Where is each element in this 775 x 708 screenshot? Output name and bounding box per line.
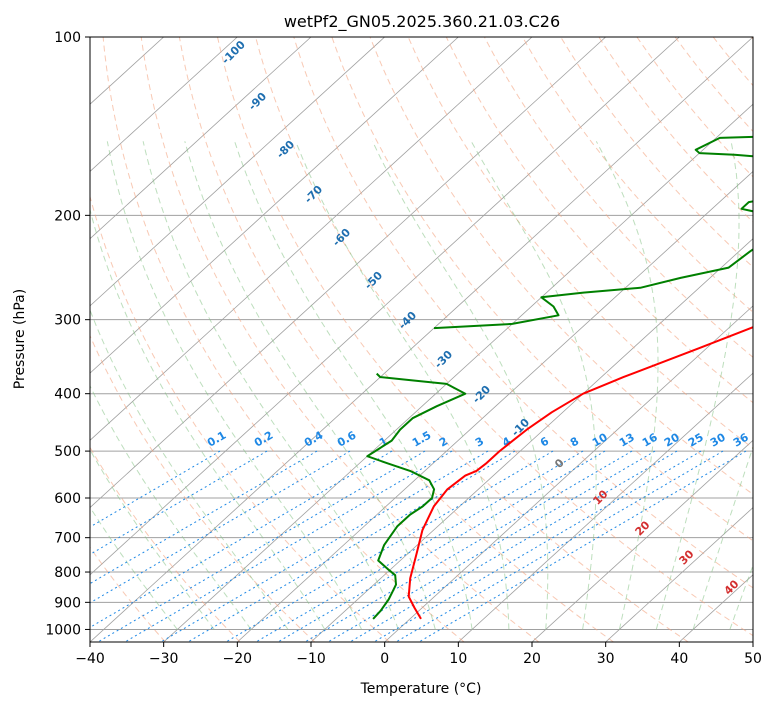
isotherm-line bbox=[90, 37, 385, 307]
temperature-profile-line bbox=[407, 326, 753, 620]
x-tick-label: 40 bbox=[670, 651, 688, 667]
plot-frame bbox=[89, 36, 754, 643]
y-tick-label: 300 bbox=[54, 313, 81, 329]
chart-title: wetPf2_GN05.2025.360.21.03.C26 bbox=[284, 12, 560, 32]
isotherm-line bbox=[90, 37, 312, 240]
mixing-ratio-line bbox=[418, 450, 747, 642]
dry-adiabat-line bbox=[483, 37, 753, 358]
y-axis-title: Pressure (hPa) bbox=[12, 289, 28, 389]
x-tick-label: 0 bbox=[380, 651, 389, 667]
mixing-ratio-line bbox=[395, 450, 724, 642]
x-tick-label: 50 bbox=[744, 651, 762, 667]
dry-adiabat-line bbox=[293, 37, 753, 589]
moist-adiabat-line bbox=[692, 445, 753, 630]
y-tick-label: 800 bbox=[54, 565, 81, 581]
dry-adiabat-line bbox=[90, 194, 390, 642]
y-tick-label: 500 bbox=[54, 444, 81, 460]
y-tick-label: 200 bbox=[54, 208, 81, 224]
isotherm-line bbox=[90, 37, 459, 374]
x-axis-title: Temperature (°C) bbox=[360, 681, 482, 697]
y-tick-label: 1000 bbox=[45, 622, 81, 638]
mixing-ratio-line bbox=[255, 450, 584, 642]
mixing-ratio-line bbox=[160, 450, 489, 642]
x-tick-label: 20 bbox=[523, 651, 541, 667]
isotherm-line bbox=[752, 641, 753, 642]
x-tick-label: −10 bbox=[296, 651, 326, 667]
y-axis: 1000 900 800 700 600 500 400 300 200 100 bbox=[45, 30, 90, 638]
isotherm-line bbox=[531, 439, 753, 642]
mixing-ratio-line bbox=[349, 450, 678, 642]
isotherm-line bbox=[458, 372, 753, 642]
isotherm-line bbox=[310, 238, 753, 642]
moist-adiabat-line bbox=[142, 141, 399, 630]
y-tick-label: 900 bbox=[54, 595, 81, 611]
dry-adiabat-line bbox=[90, 446, 241, 642]
x-axis: −40 −30 −20 −10 0 10 20 30 40 50 bbox=[75, 642, 762, 667]
moist-adiabat-line bbox=[106, 141, 363, 630]
mixing-ratio-line bbox=[187, 450, 516, 642]
dry-adiabat-line bbox=[140, 37, 540, 642]
y-tick-label: 600 bbox=[54, 491, 81, 507]
moist-adiabat-line bbox=[470, 141, 597, 630]
isotherm-line bbox=[90, 37, 753, 642]
mixing-ratio-line bbox=[124, 450, 453, 642]
moist-adiabat-line bbox=[595, 141, 659, 630]
mixing-ratio-line bbox=[327, 450, 656, 642]
dry-adiabat-line bbox=[560, 37, 753, 268]
mixing-ratio-line bbox=[97, 450, 426, 642]
y-tick-label: 100 bbox=[54, 30, 81, 46]
dry-adiabat-line bbox=[178, 37, 614, 642]
moist-adiabat-line bbox=[90, 384, 252, 630]
isotherm-line bbox=[90, 37, 680, 576]
isotherm-line bbox=[605, 507, 753, 642]
isotherm-line bbox=[90, 37, 238, 172]
y-tick-label: 400 bbox=[54, 387, 81, 403]
dewpoint-profile-line bbox=[366, 372, 467, 620]
dry-adiabat-line bbox=[598, 37, 753, 223]
dry-adiabat-line bbox=[217, 37, 689, 642]
isotherm-line bbox=[163, 103, 753, 642]
moist-adiabat-line bbox=[729, 564, 753, 630]
moist-adiabat-line bbox=[372, 141, 549, 630]
background-lines bbox=[90, 37, 753, 642]
mixing-ratio-line bbox=[225, 450, 554, 642]
dry-adiabat-line bbox=[102, 37, 465, 642]
isotherm-line bbox=[237, 170, 753, 642]
y-tick-label: 700 bbox=[54, 531, 81, 547]
x-tick-label: −20 bbox=[223, 651, 253, 667]
moist-adiabat-line bbox=[184, 141, 436, 630]
moist-adiabat-line bbox=[295, 141, 510, 630]
dry-adiabat-line bbox=[445, 37, 753, 404]
mixing-ratio-line bbox=[304, 450, 633, 642]
mixing-ratio-line bbox=[90, 450, 393, 628]
mixing-ratio-line bbox=[373, 450, 702, 642]
isotherm-line bbox=[384, 305, 753, 642]
x-tick-label: −40 bbox=[75, 651, 105, 667]
dewpoint-profile-line bbox=[433, 135, 753, 330]
x-tick-label: 10 bbox=[449, 651, 467, 667]
dry-adiabat-line bbox=[255, 37, 753, 637]
moist-adiabat-line bbox=[655, 141, 740, 630]
dry-adiabat-line bbox=[369, 37, 753, 495]
mixing-ratio-line bbox=[277, 450, 606, 642]
moist-adiabat-line bbox=[90, 207, 326, 630]
dry-adiabat-line bbox=[750, 37, 753, 40]
isotherm-line bbox=[90, 37, 606, 509]
dry-adiabat-line bbox=[407, 37, 753, 449]
isotherm-line bbox=[90, 37, 533, 441]
moist-adiabat-line bbox=[90, 448, 215, 630]
profiles bbox=[366, 135, 753, 620]
x-tick-label: 30 bbox=[597, 651, 615, 667]
x-tick-label: −30 bbox=[149, 651, 179, 667]
moist-adiabat-line bbox=[90, 308, 289, 630]
